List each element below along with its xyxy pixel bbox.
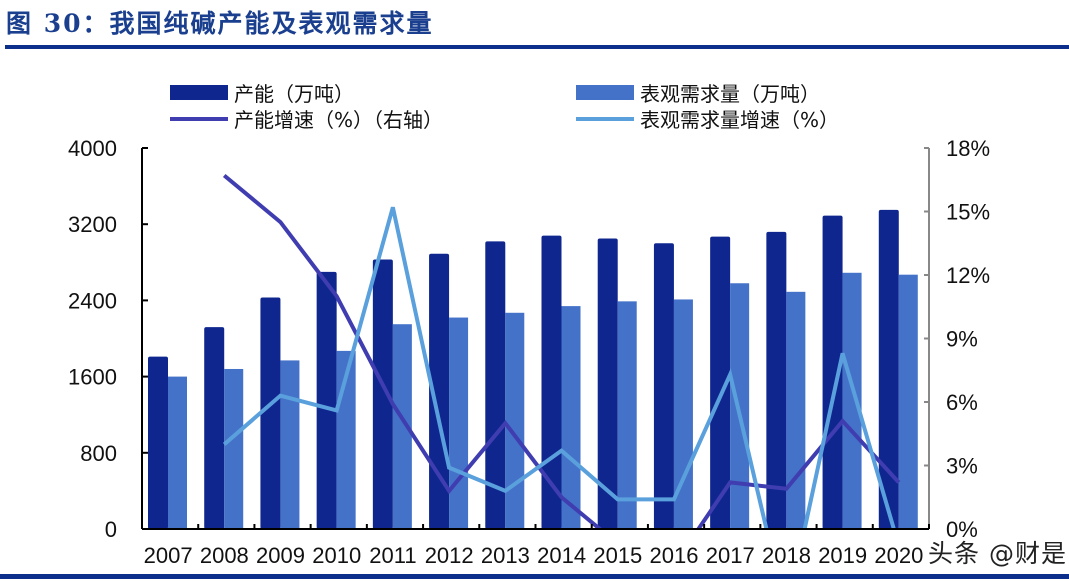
- bar-demand-2018: [786, 291, 806, 529]
- bar-demand-2012: [449, 317, 469, 529]
- bar-demand-2013: [505, 312, 525, 529]
- bar-capacity-2017: [710, 236, 731, 529]
- legend-item-demand: 表观需求量（万吨）: [576, 78, 820, 107]
- x-axis-tick-label: 2010: [312, 543, 361, 568]
- axes-group: 0 800 1600 2400 3200 4000 0% 3% 6% 9% 12% 15% 18% 200…: [68, 136, 990, 568]
- x-axis-tick-label: 2008: [200, 543, 249, 568]
- left-axis-tick-label: 0: [105, 517, 117, 542]
- x-axis-tick-label: 2014: [537, 543, 586, 568]
- x-axis-tick-label: 2016: [650, 543, 699, 568]
- line-series-group: [222, 173, 901, 529]
- x-axis-tick-label: 2020: [874, 543, 923, 568]
- legend-item-capacity: 产能（万吨）: [170, 78, 354, 107]
- bar-demand-2015: [617, 301, 637, 529]
- right-axis-tick-label: 3%: [946, 454, 978, 479]
- bar-capacity-2018: [766, 231, 787, 529]
- bar-capacity-2011: [372, 259, 393, 529]
- x-axis-tick-label: 2012: [425, 543, 474, 568]
- legend-label-demand: 表观需求量（万吨）: [640, 82, 820, 106]
- x-axis-tick-label: 2019: [818, 543, 867, 568]
- bar-demand-2011: [392, 324, 412, 529]
- bar-capacity-2009: [260, 297, 281, 529]
- figure-title: 图 30：我国纯碱产能及表观需求量: [6, 9, 434, 38]
- bar-demand-2009: [280, 360, 300, 529]
- legend-swatch-capacity: [170, 85, 228, 100]
- line-capacity-growth: [222, 173, 901, 529]
- bar-demand-2019: [842, 272, 862, 529]
- left-axis-tick-label: 3200: [68, 212, 117, 237]
- legend-label-capacity-growth: 产能增速（%）（右轴）: [234, 108, 444, 132]
- x-axis-tick-label: 2007: [144, 543, 193, 568]
- bar-capacity-2008: [204, 327, 225, 529]
- legend-swatch-demand: [576, 85, 634, 100]
- x-axis-tick-label: 2015: [593, 543, 642, 568]
- legend-label-capacity: 产能（万吨）: [234, 82, 354, 106]
- watermark: 头条 @财是: [928, 539, 1067, 568]
- bar-demand-2008: [224, 368, 244, 529]
- figure-title-bar: 图 30：我国纯碱产能及表观需求量: [6, 4, 434, 40]
- bar-capacity-2007: [148, 356, 168, 529]
- left-axis-tick-label: 4000: [68, 136, 117, 161]
- bar-series-group: [148, 209, 918, 530]
- bar-capacity-2020: [878, 209, 899, 529]
- bar-demand-2017: [730, 283, 750, 529]
- legend-item-demand-growth: 表观需求量增速（%）: [576, 104, 839, 133]
- right-axis-tick-label: 9%: [946, 327, 978, 352]
- right-axis-tick-label: 18%: [946, 136, 990, 161]
- title-divider: [5, 45, 1069, 49]
- legend-swatch-capacity-growth: [170, 116, 228, 121]
- left-axis-tick-label: 2400: [68, 288, 117, 313]
- right-axis-tick-label: 15%: [946, 200, 990, 225]
- right-axis-tick-label: 0%: [946, 517, 978, 542]
- bar-capacity-2012: [429, 253, 450, 530]
- legend-label-demand-growth: 表观需求量增速（%）: [640, 108, 840, 132]
- bar-capacity-2015: [597, 238, 618, 530]
- left-axis-tick-label: 800: [80, 441, 117, 466]
- right-axis-tick-label: 12%: [946, 263, 990, 288]
- bar-capacity-2013: [485, 241, 506, 529]
- line-demand-growth: [222, 206, 896, 529]
- bar-demand-2007: [168, 376, 187, 529]
- bar-capacity-2010: [316, 271, 337, 529]
- right-axis-tick-label: 6%: [946, 390, 978, 415]
- bar-demand-2020: [898, 274, 918, 529]
- bar-demand-2014: [561, 306, 581, 529]
- left-axis-tick-label: 1600: [68, 365, 117, 390]
- bar-capacity-2016: [653, 243, 674, 529]
- legend-item-capacity-growth: 产能增速（%）（右轴）: [170, 104, 443, 133]
- bottom-divider: [0, 574, 1069, 579]
- x-axis-tick-label: 2013: [481, 543, 530, 568]
- bar-capacity-2019: [822, 215, 843, 529]
- x-axis-tick-label: 2018: [762, 543, 811, 568]
- x-axis-tick-label: 2011: [369, 543, 416, 568]
- x-axis-tick-label: 2017: [706, 543, 755, 568]
- x-axis-tick-label: 2009: [256, 543, 305, 568]
- legend-swatch-demand-growth: [576, 116, 634, 121]
